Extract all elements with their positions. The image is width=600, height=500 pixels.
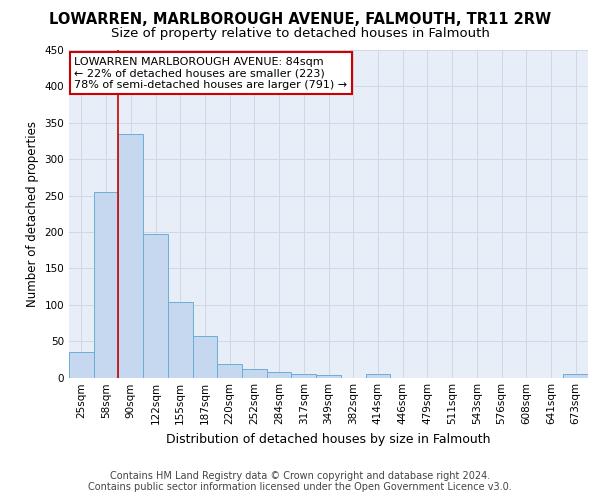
Y-axis label: Number of detached properties: Number of detached properties: [26, 120, 39, 306]
Bar: [118, 134, 143, 378]
Bar: [292, 374, 316, 378]
Bar: [316, 374, 341, 378]
Bar: [168, 302, 193, 378]
Bar: [242, 370, 267, 378]
Bar: [193, 336, 217, 378]
Bar: [563, 374, 588, 378]
Bar: [94, 192, 118, 378]
X-axis label: Distribution of detached houses by size in Falmouth: Distribution of detached houses by size …: [166, 433, 491, 446]
Bar: [69, 352, 94, 378]
Bar: [217, 364, 242, 378]
Text: LOWARREN, MARLBOROUGH AVENUE, FALMOUTH, TR11 2RW: LOWARREN, MARLBOROUGH AVENUE, FALMOUTH, …: [49, 12, 551, 28]
Bar: [365, 374, 390, 378]
Text: Contains HM Land Registry data © Crown copyright and database right 2024.
Contai: Contains HM Land Registry data © Crown c…: [88, 471, 512, 492]
Bar: [143, 234, 168, 378]
Text: Size of property relative to detached houses in Falmouth: Size of property relative to detached ho…: [110, 28, 490, 40]
Bar: [267, 372, 292, 378]
Text: LOWARREN MARLBOROUGH AVENUE: 84sqm
← 22% of detached houses are smaller (223)
78: LOWARREN MARLBOROUGH AVENUE: 84sqm ← 22%…: [74, 56, 347, 90]
